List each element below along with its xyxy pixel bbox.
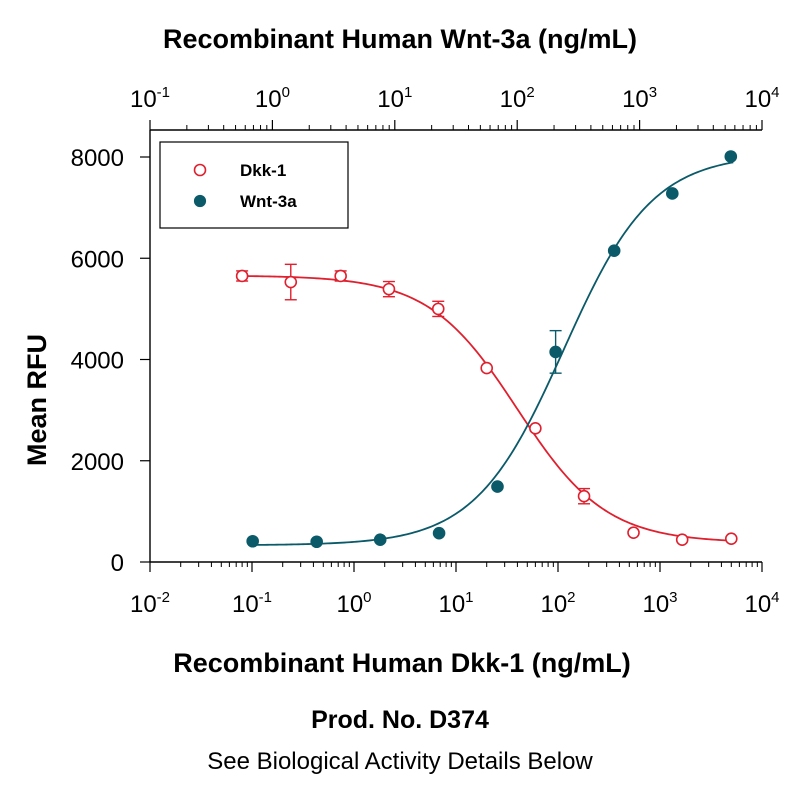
top-tick-label-exponent: 0	[282, 84, 290, 101]
top-tick-label-base: 10	[500, 86, 527, 113]
legend-box	[159, 141, 349, 229]
top-axis-title: Recombinant Human Wnt-3a (ng/mL)	[163, 24, 637, 54]
x-tick-label-exponent: 3	[669, 589, 677, 606]
x-tick-label-base: 10	[336, 591, 363, 618]
data-point-wnt-3a	[724, 150, 738, 163]
data-point-dkk-1	[235, 269, 249, 283]
x-tick-label-exponent: 4	[771, 589, 779, 606]
top-tick-label: 102	[500, 84, 535, 113]
y-tick-label: 2000	[71, 449, 124, 476]
x-tick-label: 103	[642, 589, 677, 618]
x-tick-label: 100	[336, 589, 371, 618]
data-point-wnt-3a	[246, 534, 259, 548]
top-tick-label-exponent: 1	[404, 84, 412, 101]
y-axis-title: Mean RFU	[22, 334, 52, 466]
x-tick-label-exponent: 2	[567, 589, 575, 606]
top-tick-label-exponent: 4	[771, 84, 779, 101]
x-tick-label-base: 10	[540, 591, 567, 618]
data-point-dkk-1	[529, 422, 542, 435]
data-point-dkk-1	[627, 526, 640, 539]
data-point-dkk-1	[431, 302, 445, 316]
x-tick-label-base: 10	[642, 591, 669, 618]
x-tick-label-base: 10	[232, 591, 259, 618]
legend: Dkk-1 Wnt-3a	[159, 141, 349, 229]
y-tick-label: 4000	[71, 348, 124, 375]
data-point-dkk-1	[480, 361, 494, 375]
data-point-dkk-1	[577, 489, 591, 503]
top-tick-label-base: 10	[130, 86, 157, 113]
x-tick-label: 101	[438, 589, 473, 618]
y-tick-label: 0	[111, 550, 124, 577]
top-tick-label: 104	[744, 84, 779, 113]
data-point-wnt-3a	[432, 526, 446, 540]
data-point-dkk-1	[724, 532, 738, 546]
y-tick-label: 6000	[71, 246, 124, 273]
data-point-wnt-3a	[310, 535, 323, 549]
x-tick-label-exponent: 0	[363, 589, 371, 606]
top-tick-label-base: 10	[744, 86, 771, 113]
data-point-dkk-1	[675, 533, 689, 547]
data-point-dkk-1	[382, 282, 396, 296]
x-tick-label: 10-2	[130, 589, 170, 618]
top-tick-label: 101	[377, 84, 412, 113]
top-tick-label: 100	[255, 84, 290, 113]
fit-curve-dkk-1	[240, 275, 734, 542]
activity-note: See Biological Activity Details Below	[207, 748, 593, 775]
x-tick-label: 10-1	[232, 589, 272, 618]
top-tick-label-exponent: 2	[526, 84, 534, 101]
legend-label-dkk1: Dkk-1	[240, 161, 286, 180]
x-axis-title: Recombinant Human Dkk-1 (ng/mL)	[173, 648, 631, 678]
legend-label-wnt3a: Wnt-3a	[240, 192, 297, 211]
product-number: Prod. No. D374	[311, 706, 489, 734]
y-tick-label: 8000	[71, 145, 124, 172]
data-point-wnt-3a	[373, 533, 387, 547]
x-tick-label-base: 10	[744, 591, 771, 618]
top-tick-label: 103	[622, 84, 657, 113]
x-tick-label-exponent: -1	[259, 589, 272, 606]
data-point-wnt-3a	[491, 480, 504, 493]
data-point-dkk-1	[284, 275, 298, 289]
data-point-wnt-3a	[549, 345, 562, 359]
top-tick-label-base: 10	[622, 86, 649, 113]
top-tick-label-exponent: 3	[649, 84, 657, 101]
data-point-wnt-3a	[666, 187, 679, 200]
data-point-wnt-3a	[607, 244, 621, 257]
legend-marker-wnt3a	[193, 194, 207, 208]
top-tick-label-exponent: -1	[157, 84, 170, 101]
fit-curve-wnt-3a	[250, 161, 734, 546]
x-tick-label-exponent: 1	[465, 589, 473, 606]
x-tick-label-base: 10	[438, 591, 465, 618]
top-tick-label: 10-1	[130, 84, 170, 113]
x-tick-label-exponent: -2	[157, 589, 170, 606]
legend-marker-dkk1	[193, 163, 207, 177]
x-tick-label-base: 10	[130, 591, 157, 618]
data-point-dkk-1	[334, 269, 347, 283]
x-tick-label: 104	[744, 589, 779, 618]
top-tick-label-base: 10	[377, 86, 404, 113]
x-tick-label: 102	[540, 589, 575, 618]
top-tick-label-base: 10	[255, 86, 282, 113]
data-points	[235, 150, 738, 549]
